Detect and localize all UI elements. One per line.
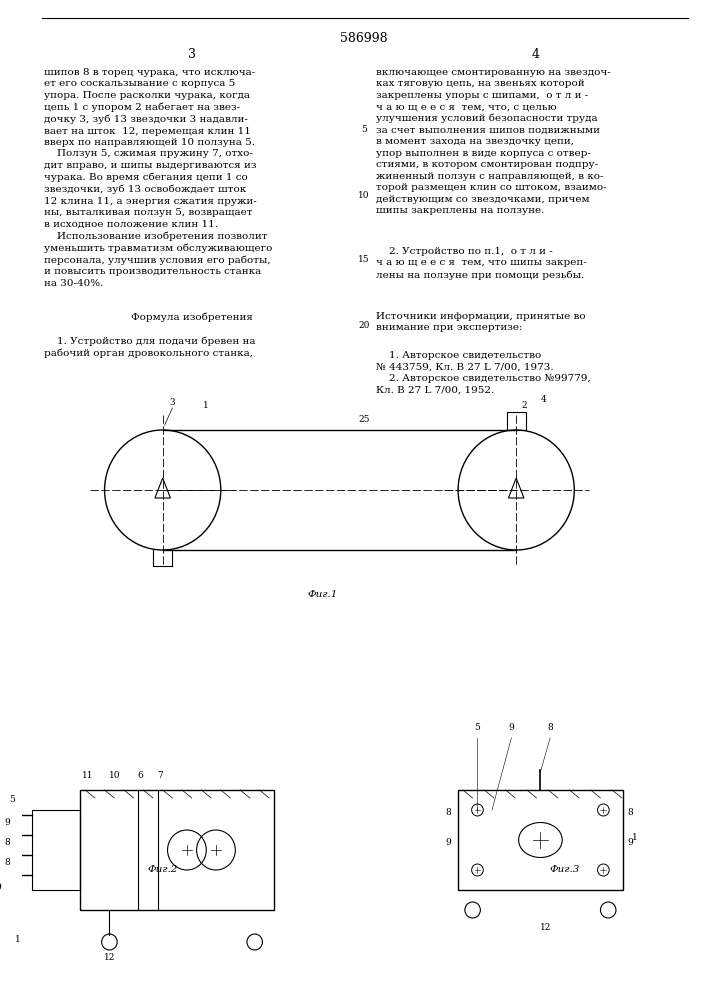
- Text: 1. Авторское свидетельство
№ 443759, Кл. В 27 L 7/00, 1973.
    2. Авторское сви: 1. Авторское свидетельство № 443759, Кл.…: [375, 351, 590, 394]
- Text: 15: 15: [358, 255, 370, 264]
- Text: 5: 5: [361, 125, 367, 134]
- Text: 9: 9: [0, 883, 1, 892]
- Text: 8: 8: [628, 808, 633, 817]
- Text: 586998: 586998: [340, 32, 388, 45]
- Text: 7: 7: [157, 771, 163, 780]
- Text: 6: 6: [138, 771, 144, 780]
- Text: 12: 12: [539, 923, 551, 932]
- Text: 2. Устройство по п.1,  о т л и -
ч а ю щ е е с я  тем, что шипы закреп-
лены на : 2. Устройство по п.1, о т л и - ч а ю щ …: [375, 247, 587, 280]
- Text: 12: 12: [104, 953, 115, 962]
- Text: 3: 3: [188, 48, 196, 61]
- Text: включающее смонтированную на звездоч-
ках тяговую цепь, на звеньях которой
закре: включающее смонтированную на звездоч- ка…: [375, 68, 611, 215]
- Text: 5: 5: [10, 795, 16, 804]
- Text: 4: 4: [540, 395, 547, 404]
- Text: 3: 3: [170, 398, 175, 407]
- Text: Фиг.1: Фиг.1: [308, 590, 338, 599]
- Text: 10: 10: [108, 771, 120, 780]
- Text: Фиг.2: Фиг.2: [148, 865, 178, 874]
- Text: 9: 9: [508, 723, 514, 732]
- Text: 8: 8: [547, 723, 553, 732]
- Bar: [458, 790, 623, 890]
- Text: 8: 8: [5, 858, 11, 867]
- Text: 9: 9: [5, 818, 11, 827]
- Text: 2: 2: [521, 401, 527, 410]
- Bar: [32, 810, 81, 890]
- Text: шипов 8 в торец чурака, что исключа-
ет его соскальзывание с корпуса 5
упора. По: шипов 8 в торец чурака, что исключа- ет …: [44, 68, 272, 288]
- Text: 8: 8: [445, 808, 451, 817]
- Text: Источники информации, принятые во
внимание при экспертизе:: Источники информации, принятые во вниман…: [375, 312, 585, 332]
- Text: Фиг.3: Фиг.3: [549, 865, 580, 874]
- Text: 11: 11: [82, 771, 94, 780]
- Text: 9: 9: [628, 838, 633, 847]
- Text: Формула изобретения: Формула изобретения: [131, 312, 252, 322]
- Bar: [506, 412, 526, 430]
- Text: 5: 5: [474, 723, 480, 732]
- Text: 10: 10: [358, 190, 370, 200]
- Text: 20: 20: [358, 320, 370, 330]
- Bar: [81, 790, 274, 910]
- Text: 1. Устройство для подачи бревен на
рабочий орган дровокольного станка,: 1. Устройство для подачи бревен на рабоч…: [44, 336, 255, 358]
- Text: 9: 9: [445, 838, 451, 847]
- Text: 4: 4: [532, 48, 539, 61]
- Text: 1: 1: [15, 935, 21, 944]
- Text: 1: 1: [633, 833, 638, 842]
- Text: 8: 8: [5, 838, 11, 847]
- Text: 1: 1: [204, 401, 209, 410]
- Text: 25: 25: [358, 416, 370, 424]
